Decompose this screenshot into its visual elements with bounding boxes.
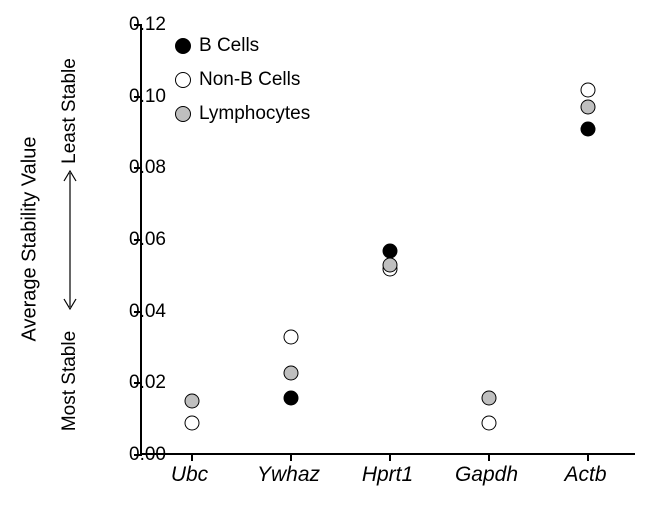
data-point: [283, 365, 298, 380]
legend-label: B Cells: [199, 35, 259, 57]
y-tick-label: 0.06: [129, 229, 166, 251]
x-tick: [389, 453, 391, 461]
x-tick: [488, 453, 490, 461]
data-point: [481, 390, 496, 405]
y-tick-label: 0.02: [129, 372, 166, 394]
x-tick: [290, 453, 292, 461]
stability-arrow-icon: [60, 165, 80, 315]
y-tick-label: 0.12: [129, 14, 166, 36]
legend-label: Lymphocytes: [199, 103, 310, 125]
data-point: [283, 390, 298, 405]
legend: B Cells Non-B Cells Lymphocytes: [175, 35, 310, 137]
data-point: [580, 100, 595, 115]
y-axis-main-label: Average Stability Value: [19, 142, 42, 342]
x-tick-label: Ubc: [171, 463, 208, 487]
x-tick-label: Hprt1: [362, 463, 413, 487]
data-point: [382, 258, 397, 273]
y-tick-label: 0.08: [129, 157, 166, 179]
stability-chart: Average Stability Value Least Stable Mos…: [0, 0, 671, 532]
legend-item: Lymphocytes: [175, 103, 310, 125]
data-point: [382, 243, 397, 258]
legend-label: Non-B Cells: [199, 69, 300, 91]
y-axis-bottom-sublabel: Most Stable: [59, 321, 81, 441]
x-tick: [587, 453, 589, 461]
x-tick-label: Ywhaz: [257, 463, 320, 487]
y-axis-top-sublabel: Least Stable: [59, 51, 81, 171]
x-tick: [191, 453, 193, 461]
y-tick-label: 0.10: [129, 86, 166, 108]
y-tick-label: 0.00: [129, 444, 166, 466]
x-tick-label: Actb: [564, 463, 606, 487]
y-tick-label: 0.04: [129, 301, 166, 323]
x-tick-label: Gapdh: [455, 463, 518, 487]
legend-marker-icon: [175, 106, 191, 122]
legend-marker-icon: [175, 38, 191, 54]
legend-item: B Cells: [175, 35, 310, 57]
data-point: [184, 415, 199, 430]
legend-marker-icon: [175, 72, 191, 88]
data-point: [580, 121, 595, 136]
data-point: [580, 82, 595, 97]
data-point: [283, 329, 298, 344]
data-point: [481, 415, 496, 430]
data-point: [184, 394, 199, 409]
legend-item: Non-B Cells: [175, 69, 310, 91]
